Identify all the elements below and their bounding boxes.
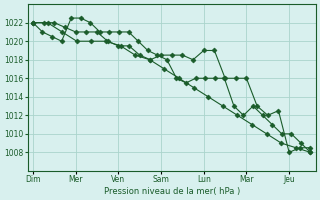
X-axis label: Pression niveau de la mer( hPa ): Pression niveau de la mer( hPa ) [104, 187, 240, 196]
